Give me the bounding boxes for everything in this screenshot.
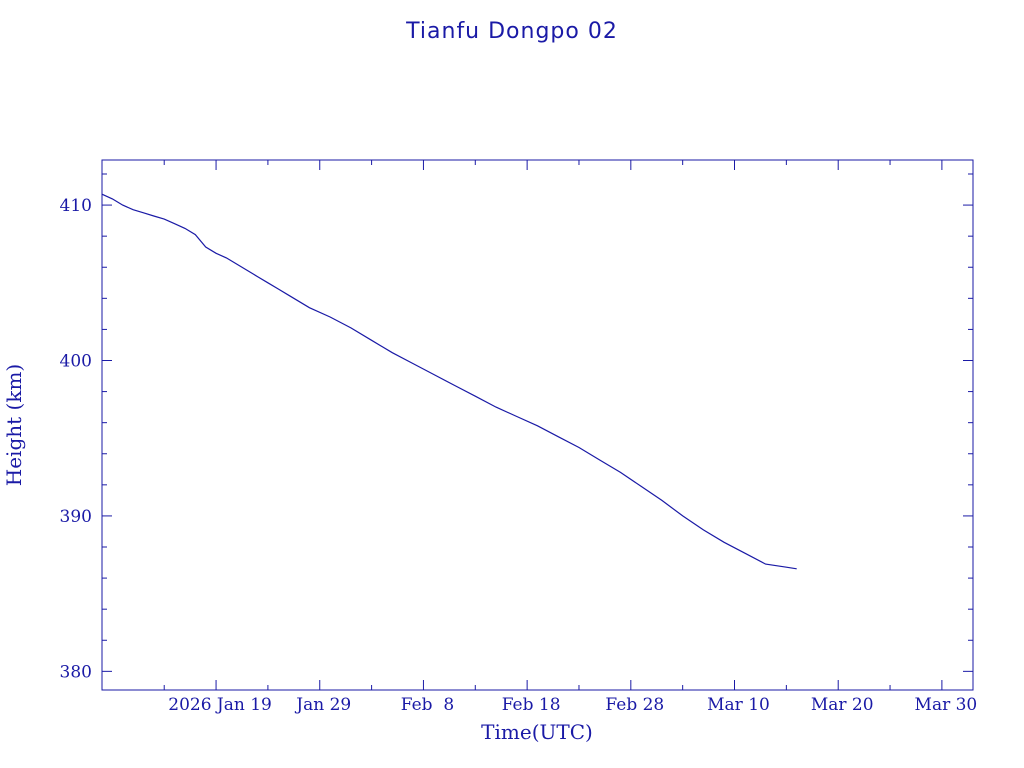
axis-ticks [102, 160, 973, 690]
x-tick-label: Mar 30 [915, 695, 978, 715]
x-tick-label: Mar 20 [811, 695, 874, 715]
x-axis-label: Time(UTC) [481, 720, 593, 744]
x-tick-label: Jan 29 [294, 695, 351, 715]
chart-title: Tianfu Dongpo 02 [405, 19, 618, 44]
height-series-line [101, 193, 797, 570]
x-tick-label: Mar 10 [707, 695, 770, 715]
x-tick-label: Feb 18 [502, 695, 561, 715]
tick-labels: 2026 Jan 19 Jan 29 Feb 8 Feb 18 Feb 28 Mar 10… [60, 196, 978, 715]
plot-frame [101, 159, 974, 691]
y-tick-label: 390 [60, 507, 92, 527]
y-tick-label: 400 [60, 351, 92, 371]
y-axis-label: Height (km) [2, 364, 26, 486]
y-tick-label: 380 [60, 662, 92, 682]
x-tick-label: Feb 8 [401, 695, 454, 715]
x-tick-label: Feb 28 [605, 695, 664, 715]
y-tick-label: 410 [60, 196, 92, 216]
x-tick-label: 2026 Jan 19 [168, 695, 272, 715]
